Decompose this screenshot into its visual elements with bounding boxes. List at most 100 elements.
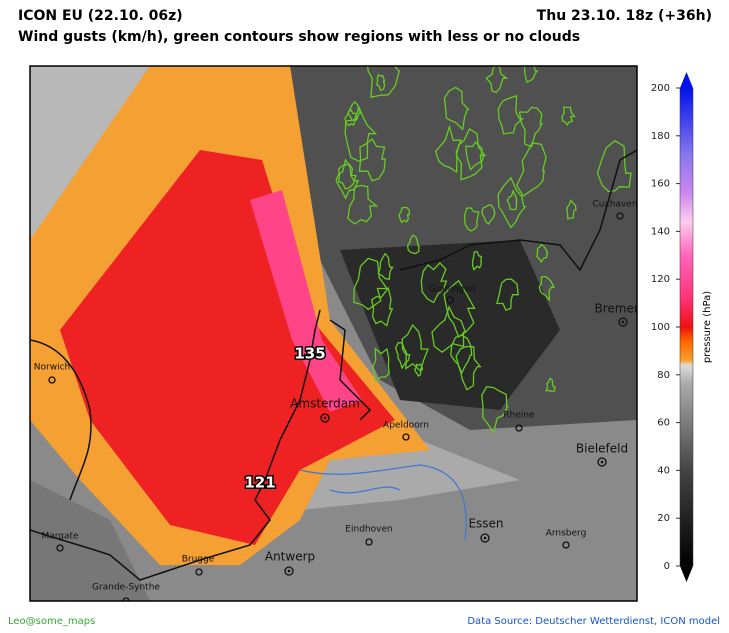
city-label: Cuxhaven [592, 200, 637, 210]
cloud-contour [463, 207, 480, 232]
cloud-contour [506, 189, 518, 211]
city-marker-dot [621, 320, 625, 324]
cloud-contour [443, 86, 470, 131]
cloud-contour [455, 345, 482, 391]
cloud-contour [536, 243, 549, 264]
credit: Leo@some_maps [8, 616, 95, 627]
city-label: Rheine [503, 411, 535, 421]
cloud-contour [497, 94, 525, 135]
colorbar-tick-label: 0 [664, 561, 670, 572]
city-marker-dot [287, 569, 291, 573]
city-label: Eindhoven [345, 525, 392, 535]
cloud-contour [394, 342, 411, 370]
cloud-contour [465, 141, 485, 171]
cloud-contour [481, 385, 509, 434]
subtitle: Wind gusts (km/h), green contours show r… [18, 29, 580, 45]
max-gust-label: 135 [294, 345, 325, 363]
city-label: Bielefeld [576, 442, 628, 456]
city-label: Norwich [34, 363, 70, 373]
colorbar-tick-label: 40 [657, 465, 670, 476]
cloud-contour [398, 206, 410, 224]
cloud-contour [518, 106, 543, 148]
cloud-contour [523, 66, 539, 84]
city-label: Grande-Synthe [92, 583, 160, 593]
colorbar-tick-label: 60 [657, 418, 670, 429]
city-marker [365, 538, 373, 546]
cloud-contour [450, 334, 473, 375]
city-label: Antwerp [265, 550, 315, 564]
cloud-contour [485, 66, 509, 94]
cloud-contour [481, 204, 496, 225]
city-marker [515, 424, 523, 432]
colorbar-tick-label: 160 [651, 179, 670, 190]
city-marker-dot [323, 416, 327, 420]
valid-time: Thu 23.10. 18z (+36h) [537, 8, 712, 24]
cloud-contour [566, 199, 577, 220]
colorbar-label: pressure (hPa) [702, 291, 713, 363]
colorbar-tick-label: 20 [657, 513, 670, 524]
cloud-contour [497, 176, 527, 229]
city-marker [562, 541, 570, 549]
cloud-contour [538, 275, 555, 302]
city-label: Apeldoorn [383, 421, 429, 431]
cloud-contour [496, 278, 519, 312]
cloud-contour [515, 142, 547, 197]
cloud-contour [471, 250, 482, 271]
cloud-contour [561, 106, 576, 127]
colorbar-tick-label: 180 [651, 131, 670, 142]
cloud-contour [367, 66, 401, 99]
city-marker [48, 376, 56, 384]
city-label: Bremen [595, 302, 642, 316]
cloud-contour [372, 347, 390, 383]
city-label: Groningen [429, 285, 476, 295]
cloud-contour [344, 105, 378, 162]
city-marker [122, 597, 130, 601]
cloud-contour [335, 158, 360, 200]
city-marker-dot [483, 536, 487, 540]
colorbar-max-arrow [680, 72, 693, 88]
city-label: Amsterdam [290, 397, 360, 411]
city-label: Arnsberg [546, 529, 587, 539]
cloud-contour [358, 138, 387, 182]
title: ICON EU (22.10. 06z) [18, 8, 183, 24]
cloud-contour [596, 139, 632, 193]
city-label: Margate [41, 532, 79, 542]
city-marker [56, 544, 64, 552]
city-marker [446, 296, 454, 304]
cloud-contour [370, 286, 394, 327]
map-frame [29, 65, 638, 602]
cloud-contour [420, 261, 448, 304]
colorbar-tick-label: 100 [651, 322, 670, 333]
colorbar [679, 87, 694, 567]
colorbar-tick-label: 80 [657, 370, 670, 381]
city-label: Essen [468, 517, 503, 531]
city-marker-dot [600, 460, 604, 464]
cloud-contour [337, 163, 357, 190]
cloud-contour [376, 73, 386, 92]
source: Data Source: Deutscher Wetterdienst, ICO… [467, 616, 720, 627]
cloud-contour [545, 377, 556, 393]
city-marker [320, 413, 330, 423]
cloud-contour [401, 323, 429, 372]
cloud-contours [335, 66, 632, 434]
colorbar-tick-label: 140 [651, 226, 670, 237]
cloud-contour [377, 252, 394, 280]
max-gust-label: 121 [244, 474, 275, 492]
colorbar-min-arrow [680, 566, 693, 582]
map: Norwich Amsterdam Apeldoorn Rheine Bremen Bie… [30, 66, 642, 601]
cloud-contour [347, 184, 379, 225]
cloud-contour [406, 234, 420, 255]
city-marker [284, 566, 294, 576]
colorbar-tick-label: 120 [651, 274, 670, 285]
cloud-contour [431, 305, 467, 354]
city-marker [616, 212, 624, 220]
city-marker [195, 568, 203, 576]
cloud-contour [344, 108, 358, 127]
city-label: Brugge [182, 555, 215, 565]
cities: Norwich Amsterdam Apeldoorn Rheine Bremen Bie… [34, 200, 642, 601]
colorbar-tick-label: 200 [651, 83, 670, 94]
city-marker [402, 433, 410, 441]
city-marker [480, 533, 490, 543]
city-marker [618, 317, 628, 327]
